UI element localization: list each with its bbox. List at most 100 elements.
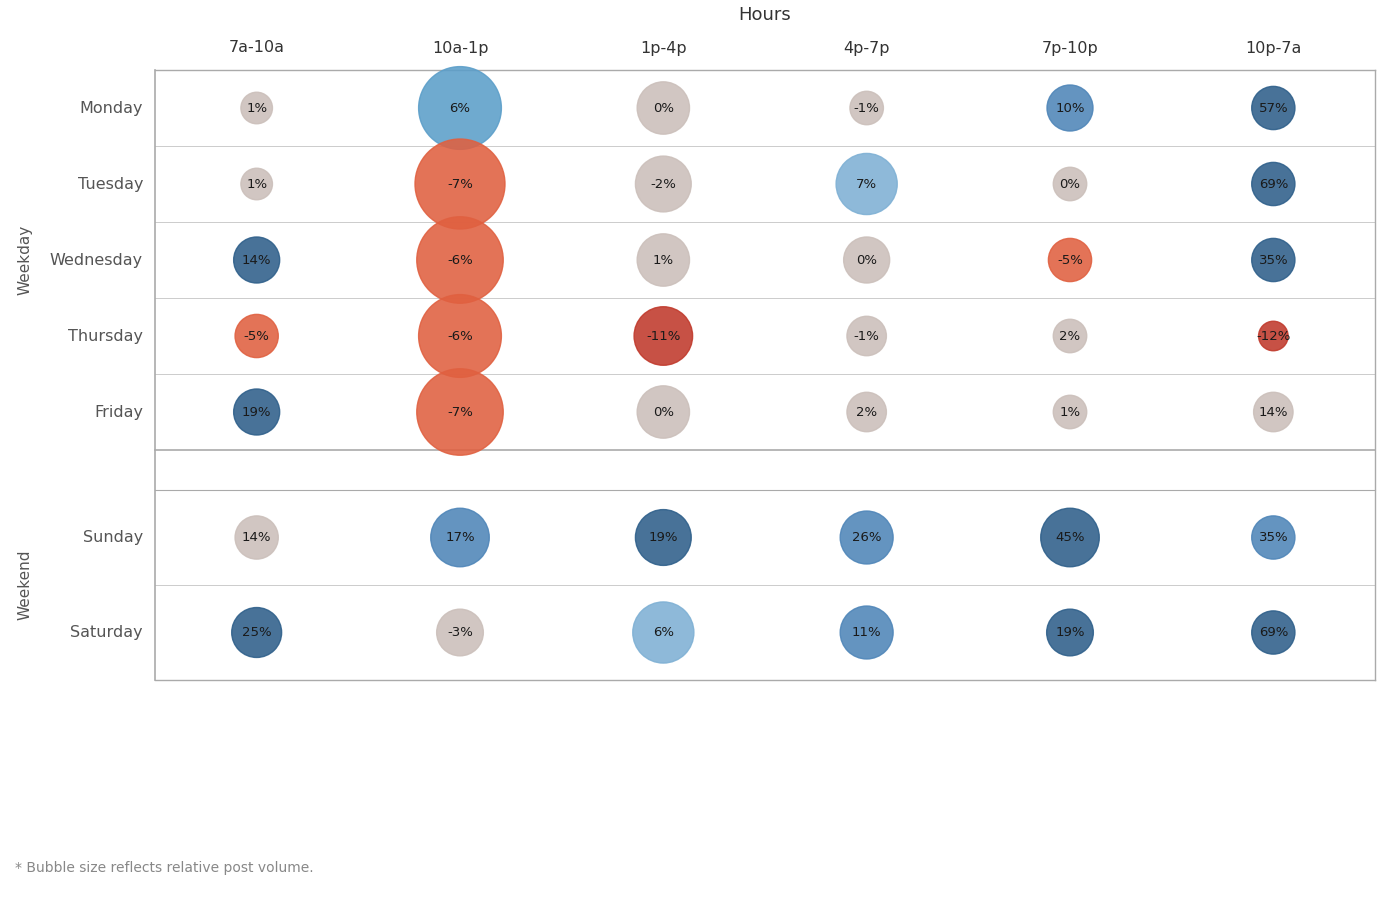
Text: Sunday: Sunday	[83, 530, 143, 545]
Text: 7p-10p: 7p-10p	[1042, 40, 1099, 56]
Text: Saturday: Saturday	[70, 625, 143, 640]
Circle shape	[1053, 320, 1086, 353]
Circle shape	[234, 237, 280, 283]
Text: -1%: -1%	[854, 102, 879, 114]
Text: Weekday: Weekday	[17, 225, 32, 295]
Text: Weekend: Weekend	[17, 550, 32, 620]
Circle shape	[1259, 321, 1288, 351]
Circle shape	[637, 386, 690, 438]
Text: 10%: 10%	[1056, 102, 1085, 114]
Circle shape	[1252, 516, 1295, 559]
Circle shape	[1253, 392, 1294, 432]
Text: -6%: -6%	[447, 329, 473, 343]
Text: 2%: 2%	[857, 406, 878, 419]
Circle shape	[419, 67, 501, 149]
Text: Hours: Hours	[739, 6, 791, 24]
Text: 2%: 2%	[1060, 329, 1081, 343]
Circle shape	[431, 508, 489, 567]
Text: -1%: -1%	[854, 329, 879, 343]
Circle shape	[1047, 85, 1093, 131]
Text: -7%: -7%	[447, 177, 473, 191]
Circle shape	[241, 168, 273, 200]
Text: 7a-10a: 7a-10a	[228, 40, 284, 56]
Circle shape	[417, 217, 503, 303]
Circle shape	[1049, 238, 1092, 282]
Text: 45%: 45%	[1056, 531, 1085, 544]
Text: 4p-7p: 4p-7p	[843, 40, 890, 56]
Text: 25%: 25%	[242, 626, 272, 639]
Circle shape	[241, 92, 273, 124]
Text: 6%: 6%	[652, 626, 673, 639]
Text: 57%: 57%	[1259, 102, 1288, 114]
Text: 7%: 7%	[857, 177, 878, 191]
Circle shape	[234, 389, 280, 435]
Text: 35%: 35%	[1259, 531, 1288, 544]
Text: 1%: 1%	[652, 254, 673, 266]
Circle shape	[850, 91, 883, 125]
Text: -3%: -3%	[447, 626, 473, 639]
Text: -12%: -12%	[1256, 329, 1291, 343]
Text: 0%: 0%	[1060, 177, 1081, 191]
Circle shape	[437, 609, 483, 656]
Circle shape	[840, 606, 893, 659]
Circle shape	[417, 369, 503, 455]
Text: 1p-4p: 1p-4p	[640, 40, 686, 56]
Circle shape	[634, 307, 693, 365]
Text: 10p-7a: 10p-7a	[1245, 40, 1302, 56]
Circle shape	[633, 602, 694, 663]
Text: 14%: 14%	[1259, 406, 1288, 419]
Text: 0%: 0%	[652, 102, 673, 114]
Text: 14%: 14%	[242, 254, 272, 266]
Text: Friday: Friday	[94, 404, 143, 419]
Circle shape	[637, 82, 690, 134]
Text: 10a-1p: 10a-1p	[431, 40, 489, 56]
Circle shape	[232, 608, 281, 658]
Circle shape	[235, 314, 279, 357]
Text: 1%: 1%	[246, 177, 267, 191]
Text: 69%: 69%	[1259, 626, 1288, 639]
Circle shape	[1252, 162, 1295, 205]
Circle shape	[1252, 611, 1295, 654]
Text: -5%: -5%	[1057, 254, 1084, 266]
Circle shape	[836, 153, 897, 214]
Text: Monday: Monday	[80, 101, 143, 115]
Text: -7%: -7%	[447, 406, 473, 419]
Circle shape	[1053, 395, 1086, 428]
Circle shape	[419, 294, 501, 377]
Text: 19%: 19%	[648, 531, 678, 544]
Text: 1%: 1%	[1060, 406, 1081, 419]
Circle shape	[1047, 609, 1093, 656]
Text: Tuesday: Tuesday	[77, 176, 143, 192]
Circle shape	[1252, 86, 1295, 130]
Text: -11%: -11%	[647, 329, 680, 343]
Circle shape	[235, 516, 279, 559]
Circle shape	[844, 237, 889, 283]
Text: 0%: 0%	[652, 406, 673, 419]
Circle shape	[637, 234, 690, 286]
Circle shape	[847, 392, 886, 432]
Text: 69%: 69%	[1259, 177, 1288, 191]
Text: Thursday: Thursday	[69, 328, 143, 344]
Circle shape	[847, 316, 886, 356]
Text: 6%: 6%	[449, 102, 470, 114]
Circle shape	[1053, 167, 1086, 201]
Text: 26%: 26%	[853, 531, 882, 544]
Text: * Bubble size reflects relative post volume.: * Bubble size reflects relative post vol…	[15, 861, 314, 875]
Text: -6%: -6%	[447, 254, 473, 266]
Circle shape	[636, 509, 692, 565]
Circle shape	[1252, 238, 1295, 282]
Text: 1%: 1%	[246, 102, 267, 114]
Text: -2%: -2%	[651, 177, 676, 191]
Text: 11%: 11%	[851, 626, 882, 639]
Text: 35%: 35%	[1259, 254, 1288, 266]
Text: -5%: -5%	[244, 329, 270, 343]
Circle shape	[1040, 508, 1099, 567]
Text: 14%: 14%	[242, 531, 272, 544]
Circle shape	[414, 139, 505, 229]
Text: Wednesday: Wednesday	[50, 253, 143, 267]
Circle shape	[636, 156, 692, 212]
Text: 0%: 0%	[857, 254, 878, 266]
Text: 17%: 17%	[445, 531, 475, 544]
Text: 19%: 19%	[242, 406, 272, 419]
Circle shape	[840, 511, 893, 564]
